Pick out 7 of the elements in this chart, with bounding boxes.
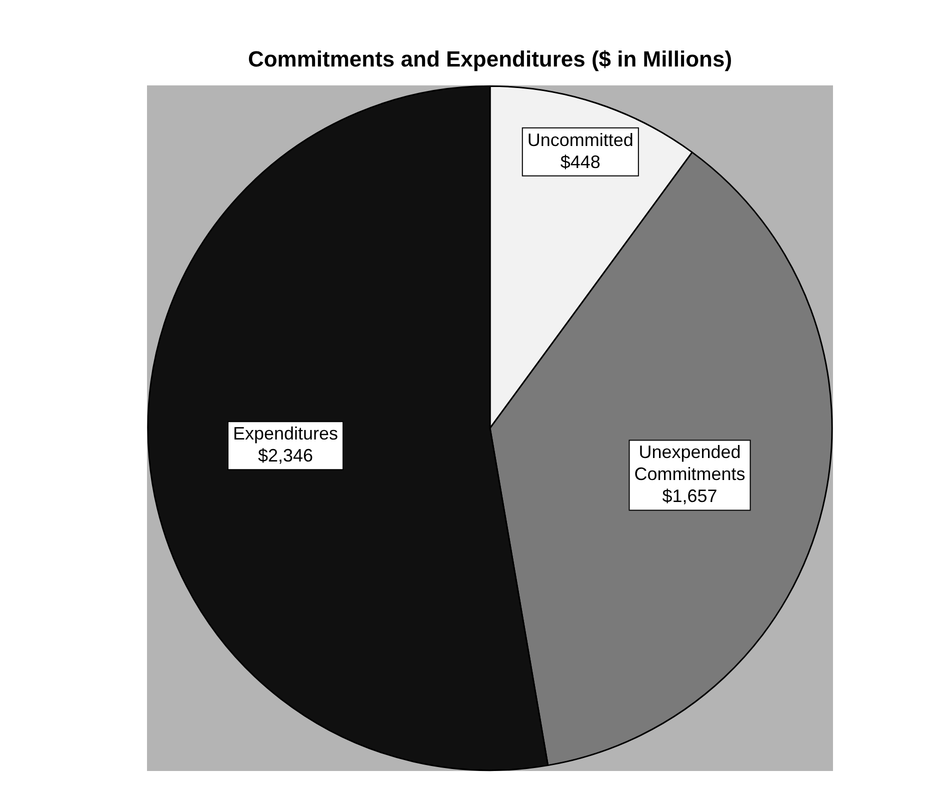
data-label: $1,657 <box>662 486 718 506</box>
slice-label: Expenditures <box>232 424 338 444</box>
slice-label: Unexpended Commitments <box>634 442 746 484</box>
slice-label: Uncommitted <box>527 130 634 150</box>
chart-title: Commitments and Expenditures ($ in Millions) <box>248 46 732 72</box>
data-label: $448 <box>560 152 600 172</box>
data-label: $2,346 <box>258 446 314 466</box>
